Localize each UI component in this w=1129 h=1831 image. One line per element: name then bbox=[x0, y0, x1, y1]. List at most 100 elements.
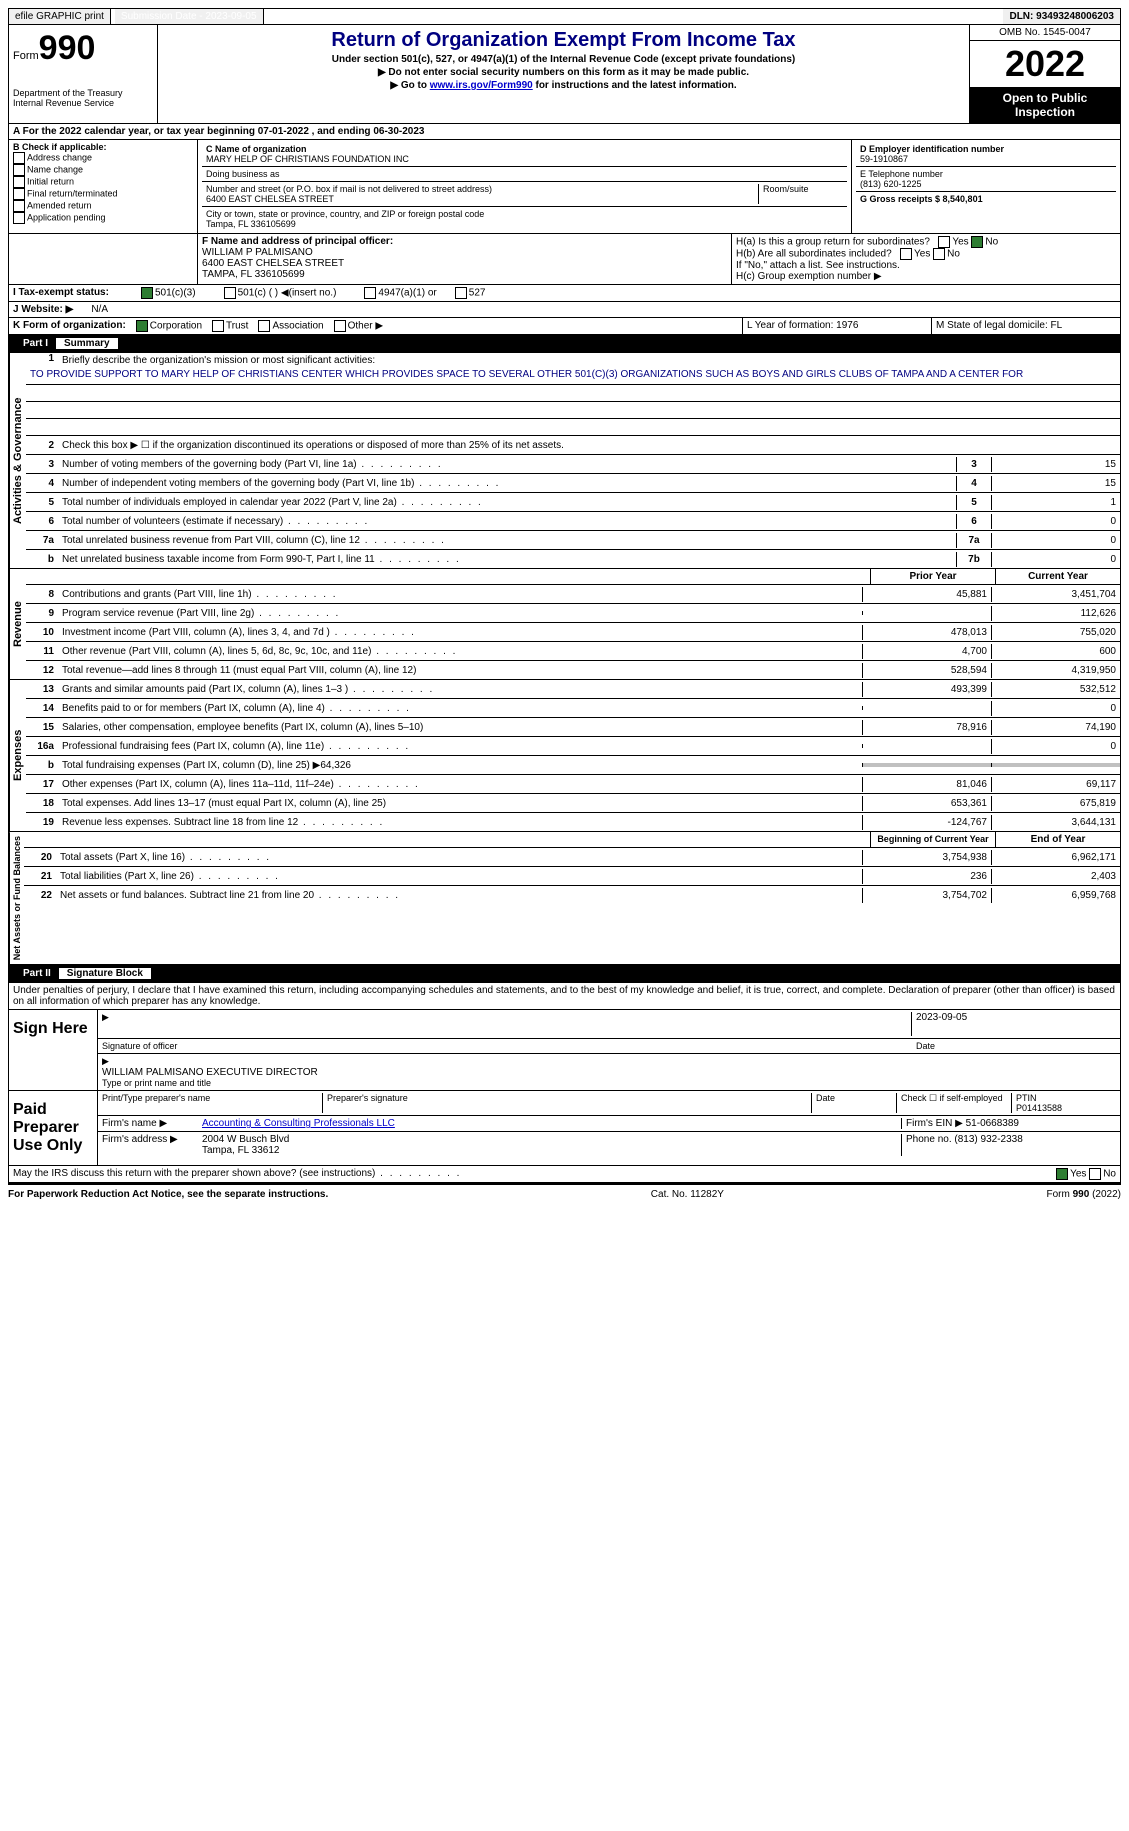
ptin-label: PTIN bbox=[1016, 1093, 1116, 1103]
firm-addr-label: Firm's address ▶ bbox=[102, 1134, 202, 1156]
check-association[interactable]: Association bbox=[258, 320, 323, 332]
officer-city: TAMPA, FL 336105699 bbox=[202, 269, 727, 280]
part-2-header: Part II Signature Block bbox=[8, 965, 1121, 983]
check-application-pending[interactable]: Application pending bbox=[13, 212, 193, 224]
check-final-return[interactable]: Final return/terminated bbox=[13, 188, 193, 200]
section-d: D Employer identification number 59-1910… bbox=[851, 140, 1120, 233]
h-b-note: If "No," attach a list. See instructions… bbox=[736, 260, 1116, 271]
expenses-section: Expenses 13Grants and similar amounts pa… bbox=[8, 680, 1121, 832]
mission-text: TO PROVIDE SUPPORT TO MARY HELP OF CHRIS… bbox=[26, 368, 1120, 385]
form-title-block: Return of Organization Exempt From Incom… bbox=[158, 25, 969, 123]
line-7b: Net unrelated business taxable income fr… bbox=[58, 552, 956, 567]
hdr-prior: Prior Year bbox=[870, 569, 995, 584]
discuss-text: May the IRS discuss this return with the… bbox=[9, 1166, 1052, 1182]
c8: 3,451,704 bbox=[991, 587, 1120, 602]
hdr-current: Current Year bbox=[995, 569, 1120, 584]
line-16a: Professional fundraising fees (Part IX, … bbox=[58, 739, 862, 754]
line-14: Benefits paid to or for members (Part IX… bbox=[58, 701, 862, 716]
c17: 69,117 bbox=[991, 777, 1120, 792]
c20: 6,962,171 bbox=[991, 850, 1120, 865]
tax-exempt-row: I Tax-exempt status: 501(c)(3) 501(c) ( … bbox=[8, 285, 1121, 302]
val-3: 15 bbox=[991, 457, 1120, 472]
line-7a: Total unrelated business revenue from Pa… bbox=[58, 533, 956, 548]
val-7b: 0 bbox=[991, 552, 1120, 567]
line-4: Number of independent voting members of … bbox=[58, 476, 956, 491]
val-4: 15 bbox=[991, 476, 1120, 491]
prep-sig-label: Preparer's signature bbox=[323, 1093, 812, 1113]
p20: 3,754,938 bbox=[862, 850, 991, 865]
firm-name-link[interactable]: Accounting & Consulting Professionals LL… bbox=[202, 1118, 901, 1129]
ptin-value: P01413588 bbox=[1016, 1103, 1116, 1113]
discuss-yes[interactable] bbox=[1056, 1168, 1068, 1180]
officer-name: WILLIAM P PALMISANO bbox=[202, 247, 727, 258]
discuss-row: May the IRS discuss this return with the… bbox=[8, 1166, 1121, 1183]
vert-governance: Activities & Governance bbox=[9, 353, 26, 568]
line-1-label: Briefly describe the organization's miss… bbox=[58, 353, 1120, 368]
line-5: Total number of individuals employed in … bbox=[58, 495, 956, 510]
irs-link[interactable]: www.irs.gov/Form990 bbox=[430, 80, 533, 91]
c18: 675,819 bbox=[991, 796, 1120, 811]
check-amended-return[interactable]: Amended return bbox=[13, 200, 193, 212]
vert-net-assets: Net Assets or Fund Balances bbox=[9, 832, 24, 964]
section-b: B Check if applicable: Address change Na… bbox=[9, 140, 198, 233]
line-19: Revenue less expenses. Subtract line 18 … bbox=[58, 815, 862, 830]
ein-value: 59-1910867 bbox=[860, 154, 1112, 164]
footer-mid: Cat. No. 11282Y bbox=[651, 1189, 724, 1200]
city-state-zip: Tampa, FL 336105699 bbox=[206, 219, 843, 229]
firm-phone: (813) 932-2338 bbox=[954, 1134, 1022, 1145]
check-name-change[interactable]: Name change bbox=[13, 164, 193, 176]
prep-check-label: Check ☐ if self-employed bbox=[897, 1093, 1012, 1113]
check-4947[interactable]: 4947(a)(1) or bbox=[360, 285, 440, 301]
c12: 4,319,950 bbox=[991, 663, 1120, 678]
p15: 78,916 bbox=[862, 720, 991, 735]
form-title: Return of Organization Exempt From Incom… bbox=[162, 29, 965, 52]
val-7a: 0 bbox=[991, 533, 1120, 548]
section-f: F Name and address of principal officer:… bbox=[198, 234, 732, 284]
line-2: Check this box ▶ ☐ if the organization d… bbox=[58, 438, 1120, 453]
check-corporation[interactable]: Corporation bbox=[136, 320, 202, 332]
phone-block: E Telephone number (813) 620-1225 bbox=[856, 167, 1116, 192]
check-527[interactable]: 527 bbox=[451, 285, 490, 301]
line-17: Other expenses (Part IX, column (A), lin… bbox=[58, 777, 862, 792]
year-formation: L Year of formation: 1976 bbox=[743, 318, 932, 334]
omb-number: OMB No. 1545-0047 bbox=[970, 25, 1120, 41]
firm-addr2: Tampa, FL 33612 bbox=[202, 1145, 901, 1156]
val-5: 1 bbox=[991, 495, 1120, 510]
sig-officer-label: Signature of officer bbox=[102, 1041, 916, 1051]
hdr-end: End of Year bbox=[995, 832, 1120, 847]
prep-print-label: Print/Type preparer's name bbox=[102, 1093, 323, 1113]
check-trust[interactable]: Trust bbox=[212, 320, 248, 332]
period-text: A For the 2022 calendar year, or tax yea… bbox=[9, 124, 428, 139]
p14 bbox=[862, 706, 991, 710]
line-10: Investment income (Part VIII, column (A)… bbox=[58, 625, 862, 640]
check-other[interactable]: Other ▶ bbox=[334, 320, 383, 332]
open-public-badge: Open to Public Inspection bbox=[970, 87, 1120, 123]
check-501c[interactable]: 501(c) ( ) ◀(insert no.) bbox=[220, 285, 341, 301]
check-initial-return[interactable]: Initial return bbox=[13, 176, 193, 188]
room-suite-label: Room/suite bbox=[759, 184, 843, 204]
c21: 2,403 bbox=[991, 869, 1120, 884]
p11: 4,700 bbox=[862, 644, 991, 659]
sign-here-block: Sign Here 2023-09-05 Signature of office… bbox=[8, 1010, 1121, 1091]
tax-year: 2022 bbox=[970, 41, 1120, 87]
subtitle-3: ▶ Go to www.irs.gov/Form990 for instruct… bbox=[162, 80, 965, 91]
c11: 600 bbox=[991, 644, 1120, 659]
discuss-no[interactable] bbox=[1089, 1168, 1101, 1180]
check-501c3[interactable]: 501(c)(3) bbox=[137, 285, 200, 301]
hdr-begin: Beginning of Current Year bbox=[870, 832, 995, 847]
state-domicile: M State of legal domicile: FL bbox=[932, 318, 1120, 334]
city-block: City or town, state or province, country… bbox=[202, 207, 847, 231]
prep-date-label: Date bbox=[812, 1093, 897, 1113]
subtitle-2: ▶ Do not enter social security numbers o… bbox=[162, 67, 965, 78]
line-6: Total number of volunteers (estimate if … bbox=[58, 514, 956, 529]
line-21: Total liabilities (Part X, line 26) bbox=[56, 869, 862, 884]
vert-revenue: Revenue bbox=[9, 569, 26, 679]
officer-print-label: Type or print name and title bbox=[102, 1078, 1116, 1088]
topbar: efile GRAPHIC print Submission Date - 20… bbox=[8, 8, 1121, 25]
efile-label: efile GRAPHIC print bbox=[9, 9, 111, 24]
p13: 493,399 bbox=[862, 682, 991, 697]
page-footer: For Paperwork Reduction Act Notice, see … bbox=[8, 1183, 1121, 1200]
submission-date-button[interactable]: Submission Date - 2023-09-05 bbox=[115, 9, 264, 24]
check-address-change[interactable]: Address change bbox=[13, 152, 193, 164]
line-18: Total expenses. Add lines 13–17 (must eq… bbox=[58, 796, 862, 811]
